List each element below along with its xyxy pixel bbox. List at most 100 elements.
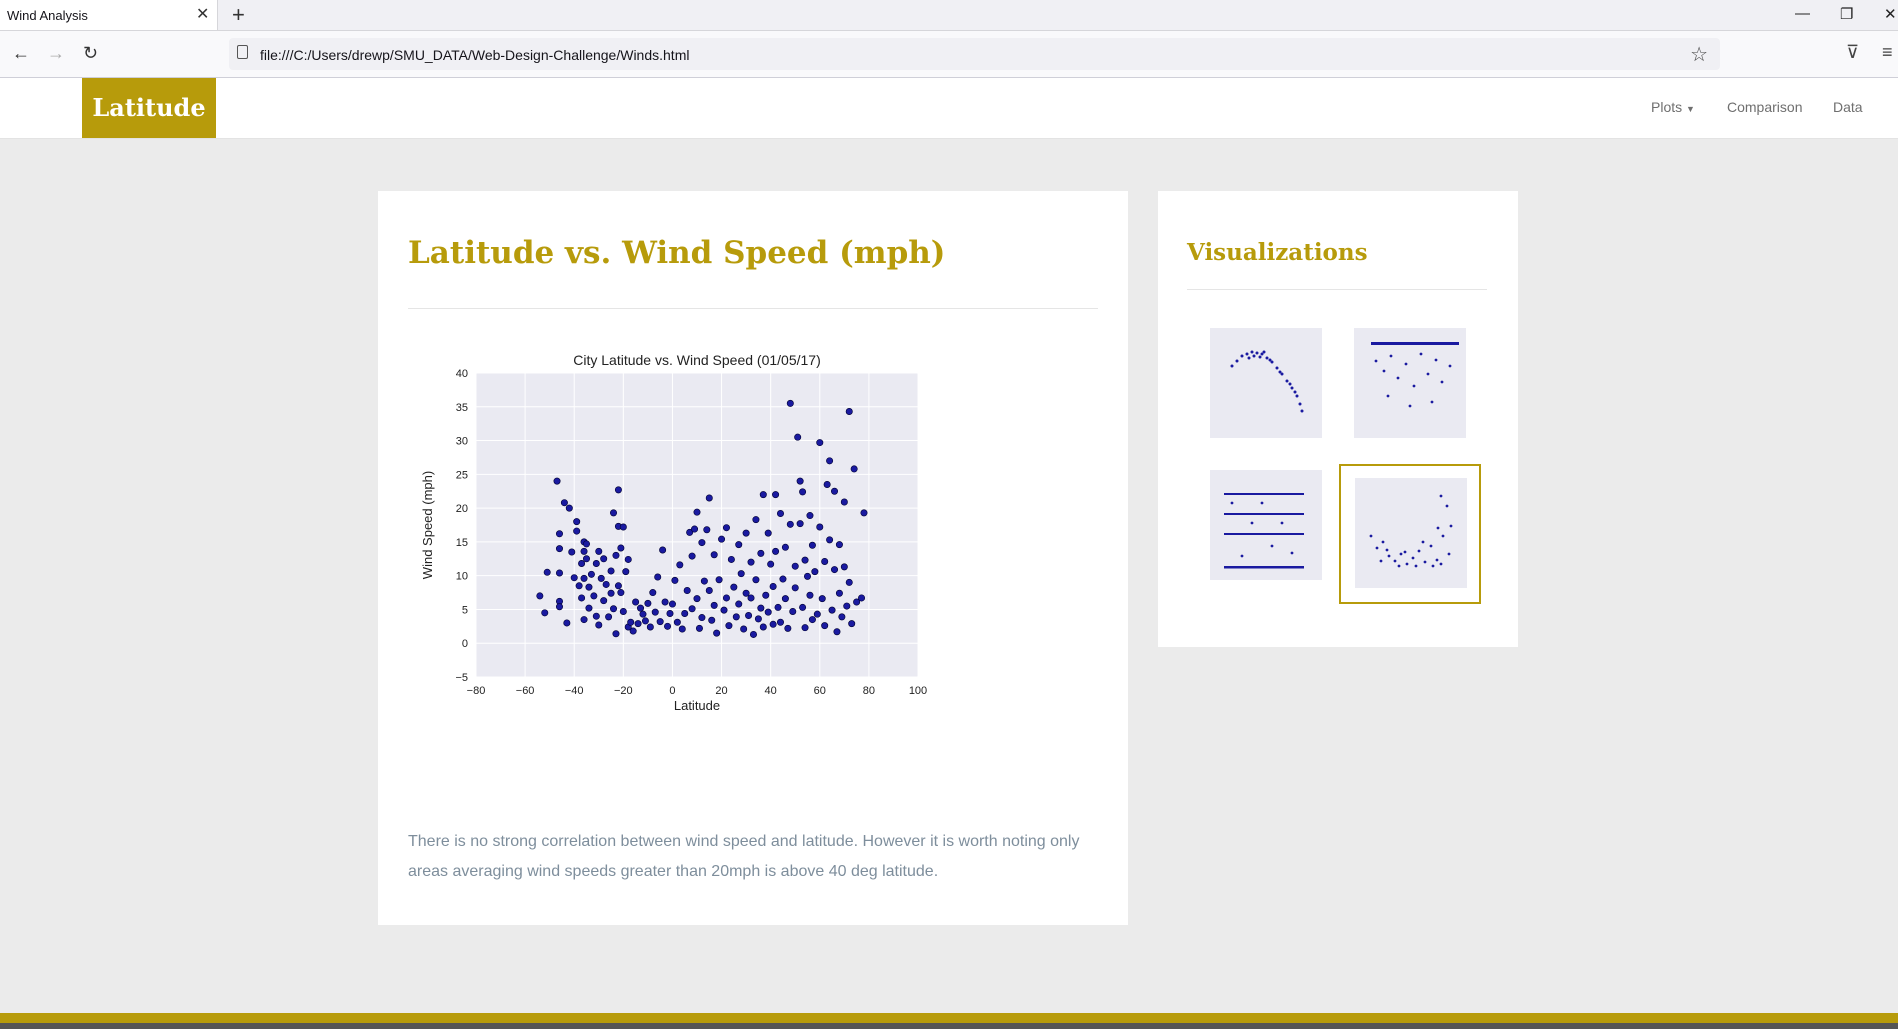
data-point bbox=[722, 594, 730, 602]
restore-icon[interactable]: ❐ bbox=[1840, 6, 1854, 23]
data-point bbox=[860, 509, 868, 517]
data-point bbox=[688, 605, 696, 613]
data-point bbox=[637, 604, 645, 612]
data-point bbox=[757, 604, 765, 612]
data-point bbox=[641, 617, 649, 625]
data-point bbox=[722, 524, 730, 532]
data-point bbox=[850, 465, 858, 473]
data-point bbox=[769, 620, 777, 628]
data-point bbox=[745, 612, 753, 620]
data-point bbox=[858, 594, 866, 602]
x-tick-label: 20 bbox=[715, 685, 727, 697]
reload-icon[interactable]: ↻ bbox=[83, 43, 99, 63]
data-point bbox=[592, 560, 600, 568]
brand-logo[interactable]: Latitude bbox=[82, 78, 216, 138]
data-point bbox=[840, 498, 848, 506]
data-point bbox=[730, 583, 738, 591]
data-point bbox=[568, 548, 576, 556]
close-tab-icon[interactable]: ✕ bbox=[196, 6, 210, 23]
data-point bbox=[838, 613, 846, 621]
data-point bbox=[826, 536, 834, 544]
wind-speed-plot-thumbnail[interactable] bbox=[1339, 464, 1481, 604]
data-point bbox=[666, 609, 674, 617]
data-point bbox=[683, 587, 691, 595]
data-point bbox=[808, 541, 816, 549]
data-point bbox=[607, 567, 615, 575]
pocket-icon[interactable]: ⊽ bbox=[1846, 42, 1860, 62]
back-icon[interactable]: ← bbox=[12, 43, 30, 63]
x-tick-label: 60 bbox=[814, 685, 826, 697]
data-point bbox=[799, 603, 807, 611]
data-points bbox=[536, 399, 868, 638]
y-tick-label: 5 bbox=[462, 604, 468, 616]
data-point bbox=[555, 603, 563, 611]
data-point bbox=[725, 622, 733, 630]
data-point bbox=[614, 486, 622, 494]
data-point bbox=[617, 544, 625, 552]
data-point bbox=[831, 487, 839, 495]
x-tick-label: −60 bbox=[516, 685, 535, 697]
data-point bbox=[835, 589, 843, 597]
minimize-icon[interactable]: — bbox=[1795, 5, 1810, 22]
humidity-plot-thumbnail[interactable] bbox=[1346, 316, 1476, 446]
window-close-icon[interactable]: ✕ bbox=[1884, 6, 1897, 23]
y-tick-label: 25 bbox=[456, 469, 468, 481]
data-point bbox=[602, 580, 610, 588]
forward-icon[interactable]: → bbox=[47, 43, 65, 63]
data-point bbox=[752, 516, 760, 524]
data-point bbox=[808, 616, 816, 624]
data-point bbox=[693, 508, 701, 516]
tab-title: Wind Analysis bbox=[7, 8, 88, 23]
x-tick-labels: −80 −60 −40 −20 0 20 40 60 80 100 bbox=[467, 685, 928, 697]
data-point bbox=[781, 595, 789, 603]
data-point bbox=[695, 624, 703, 632]
menu-icon[interactable]: ≡ bbox=[1882, 42, 1893, 62]
browser-toolbar: ← → ↻ file:///C:/Users/drewp/SMU_DATA/We… bbox=[0, 31, 1898, 78]
data-point bbox=[619, 523, 627, 531]
data-point bbox=[634, 620, 642, 628]
data-point bbox=[806, 591, 814, 599]
plot-area bbox=[476, 373, 918, 677]
x-tick-label: 100 bbox=[909, 685, 927, 697]
data-point bbox=[580, 547, 588, 555]
data-point bbox=[826, 457, 834, 465]
data-point bbox=[752, 576, 760, 584]
data-point bbox=[563, 619, 571, 627]
main-panel: Latitude vs. Wind Speed (mph) City Latit… bbox=[378, 191, 1128, 925]
data-point bbox=[656, 618, 664, 626]
temperature-plot-thumbnail[interactable] bbox=[1202, 316, 1332, 446]
data-point bbox=[583, 555, 591, 563]
new-tab-icon[interactable]: + bbox=[232, 2, 245, 27]
nav-data[interactable]: Data bbox=[1833, 99, 1863, 115]
data-point bbox=[784, 624, 792, 632]
data-point bbox=[639, 610, 647, 618]
x-tick-label: 0 bbox=[669, 685, 675, 697]
data-point bbox=[555, 569, 563, 577]
data-point bbox=[803, 572, 811, 580]
data-point bbox=[806, 512, 814, 520]
data-point bbox=[570, 574, 578, 582]
data-point bbox=[678, 625, 686, 633]
data-point bbox=[757, 549, 765, 557]
data-point bbox=[595, 621, 603, 629]
analysis-description: There is no strong correlation between w… bbox=[408, 833, 1080, 880]
data-point bbox=[555, 545, 563, 553]
bookmark-star-icon[interactable]: ☆ bbox=[1690, 44, 1708, 66]
data-point bbox=[590, 592, 598, 600]
data-point bbox=[833, 628, 841, 636]
address-bar[interactable]: file:///C:/Users/drewp/SMU_DATA/Web-Desi… bbox=[229, 38, 1720, 70]
data-point bbox=[823, 480, 831, 488]
data-point bbox=[592, 612, 600, 620]
data-point bbox=[828, 606, 836, 614]
data-point bbox=[708, 616, 716, 624]
sidebar-divider bbox=[1187, 289, 1487, 290]
cloudiness-plot-thumbnail[interactable] bbox=[1202, 458, 1332, 588]
data-point bbox=[681, 609, 689, 617]
nav-comparison[interactable]: Comparison bbox=[1727, 99, 1803, 115]
browser-tab[interactable]: Wind Analysis ✕ bbox=[0, 0, 218, 30]
url-text[interactable]: file:///C:/Users/drewp/SMU_DATA/Web-Desi… bbox=[260, 47, 690, 63]
data-point bbox=[786, 520, 794, 528]
nav-plots-dropdown[interactable]: Plots ▼ bbox=[1651, 99, 1695, 115]
data-point bbox=[710, 551, 718, 559]
visualizations-panel: Visualizations bbox=[1158, 191, 1518, 647]
